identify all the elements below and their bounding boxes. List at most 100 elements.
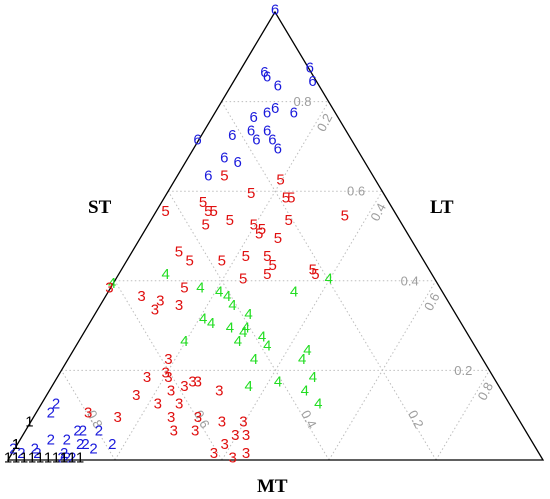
point-5: 5 [239,270,247,287]
point-3: 3 [151,302,159,319]
tick-label: 0.6 [191,408,213,431]
tick-label: 0.6 [347,184,365,199]
point-1: 1 [52,450,60,467]
point-6: 6 [306,60,314,77]
point-2: 2 [33,445,41,462]
point-5: 5 [284,212,292,229]
point-2: 2 [9,441,17,458]
point-5: 5 [287,190,295,207]
point-1: 1 [68,450,76,467]
point-5: 5 [210,203,218,220]
point-1: 1 [4,450,12,467]
point-5: 5 [175,243,183,260]
point-6: 6 [271,2,279,19]
point-2: 2 [68,450,76,467]
point-3: 3 [132,387,140,404]
point-5: 5 [263,248,271,265]
point-3: 3 [188,373,196,390]
point-4: 4 [298,351,306,368]
point-4: 4 [244,306,252,323]
point-2: 2 [17,445,25,462]
point-4: 4 [325,270,333,287]
point-6: 6 [193,131,201,148]
grid-line [167,190,330,461]
point-3: 3 [162,364,170,381]
point-1: 1 [25,414,33,431]
point-4: 4 [223,288,231,305]
point-1: 1 [12,450,20,467]
point-3: 3 [239,414,247,431]
point-1: 1 [60,450,68,467]
point-3: 3 [156,293,164,310]
point-5: 5 [204,203,212,220]
point-4: 4 [161,266,169,283]
point-3: 3 [164,369,172,386]
point-3: 3 [242,427,250,444]
point-1: 1 [28,450,36,467]
point-3: 3 [231,427,239,444]
point-2: 2 [63,432,71,449]
point-5: 5 [199,194,207,211]
point-3: 3 [220,436,228,453]
point-4: 4 [108,275,116,292]
point-6: 6 [274,78,282,95]
point-3: 3 [191,423,199,440]
tick-label: 0.8 [293,94,311,109]
point-6: 6 [274,140,282,157]
point-6: 6 [290,105,298,122]
point-4: 4 [244,378,252,395]
point-3: 3 [210,445,218,462]
point-4: 4 [207,315,215,332]
point-6: 6 [308,73,316,90]
point-4: 4 [263,338,271,355]
point-2: 2 [89,441,97,458]
point-1: 1 [12,436,20,453]
vertex-label-lt: LT [430,197,454,218]
tick-label: 0.4 [401,273,419,288]
point-3: 3 [105,279,113,296]
point-2: 2 [81,436,89,453]
point-1: 1 [60,450,68,467]
point-4: 4 [234,333,242,350]
point-3: 3 [175,396,183,413]
point-3: 3 [143,369,151,386]
grid-line [60,370,116,461]
tick-label: 0.4 [298,408,320,431]
grid-line [328,280,437,461]
point-5: 5 [250,217,258,234]
point-5: 5 [263,266,271,283]
point-6: 6 [263,122,271,139]
point-6: 6 [228,127,236,144]
point-4: 4 [196,279,204,296]
point-4: 4 [303,342,311,359]
point-1: 1 [20,450,28,467]
tick-label: 0.2 [405,408,427,431]
point-6: 6 [220,149,228,166]
point-5: 5 [202,217,210,234]
point-6: 6 [247,122,255,139]
point-4: 4 [250,351,258,368]
point-4: 4 [199,311,207,328]
point-3: 3 [218,414,226,431]
point-6: 6 [234,154,242,171]
tick-label: 0.8 [84,408,106,431]
point-5: 5 [242,248,250,265]
point-4: 4 [228,297,236,314]
point-4: 4 [215,284,223,301]
point-5: 5 [255,226,263,243]
tick-label: 0.2 [454,363,472,378]
point-3: 3 [167,409,175,426]
point-3: 3 [180,378,188,395]
tick-label: 0.6 [421,290,443,313]
grid-line [221,190,383,461]
point-4: 4 [309,369,317,386]
tick-labels: 0.20.20.20.40.40.40.60.60.60.80.80.8 [84,94,496,431]
point-2: 2 [79,423,87,440]
point-3: 3 [215,382,223,399]
point-5: 5 [226,212,234,229]
point-5: 5 [309,261,317,278]
point-5: 5 [276,172,284,189]
point-4: 4 [301,382,309,399]
point-5: 5 [274,230,282,247]
